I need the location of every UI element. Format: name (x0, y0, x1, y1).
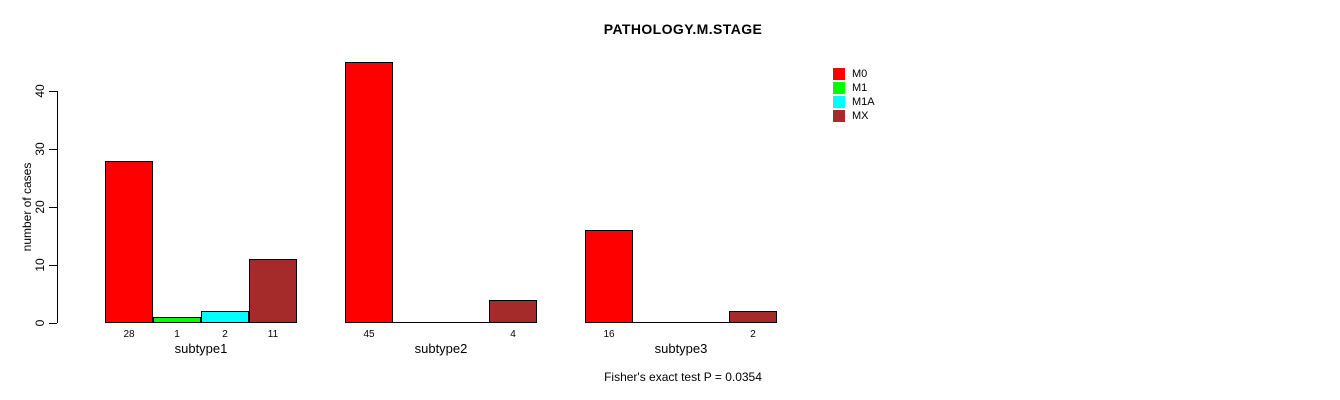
annotation-text: Fisher's exact test P = 0.0354 (604, 370, 762, 384)
bar-value-label: 4 (510, 329, 516, 340)
bar-MX-subtype1 (249, 259, 297, 323)
chart-title: PATHOLOGY.M.STAGE (603, 21, 763, 37)
bar-M0-subtype3 (585, 230, 633, 323)
legend-swatch-icon (833, 82, 845, 94)
y-axis-line (57, 91, 58, 323)
bar-MX-subtype3 (729, 311, 777, 323)
legend-swatch-icon (833, 110, 845, 122)
legend-label: MX (852, 110, 869, 122)
bar-value-label: 45 (363, 329, 375, 340)
zero-bar-M1-subtype3 (633, 322, 681, 323)
y-axis-label: number of cases (20, 162, 34, 252)
bar-value-label: 2 (222, 329, 228, 340)
bar-M0-subtype1 (105, 161, 153, 323)
category-label-subtype3: subtype3 (654, 341, 708, 356)
bar-M0-subtype2 (345, 62, 393, 323)
zero-bar-M1A-subtype2 (441, 322, 489, 323)
bar-value-label: 11 (267, 329, 279, 340)
category-label-subtype2: subtype2 (414, 341, 468, 356)
category-label-subtype1: subtype1 (174, 341, 228, 356)
legend-swatch-icon (833, 68, 845, 80)
y-axis-tick (49, 207, 57, 208)
bar-value-label: 16 (603, 329, 615, 340)
y-axis-tick-label: 0 (33, 319, 47, 327)
y-axis-tick-label: 10 (33, 258, 47, 272)
y-axis-tick (49, 265, 57, 266)
legend-item-M1A: M1A (833, 95, 875, 109)
y-axis-tick (49, 323, 57, 324)
y-axis-tick-label: 20 (33, 200, 47, 214)
y-axis-tick (49, 149, 57, 150)
legend-label: M1 (852, 82, 868, 94)
bar-value-label: 1 (174, 329, 180, 340)
y-axis-tick-label: 40 (33, 84, 47, 98)
bar-value-label: 2 (750, 329, 756, 340)
y-axis-tick (49, 91, 57, 92)
bar-MX-subtype2 (489, 300, 537, 323)
bar-value-label: 28 (123, 329, 135, 340)
zero-bar-M1A-subtype3 (681, 322, 729, 323)
legend-label: M1A (852, 96, 875, 108)
legend-label: M0 (852, 68, 868, 80)
legend: M0 M1 M1A MX (833, 67, 875, 123)
bar-M1-subtype1 (153, 317, 201, 323)
legend-item-MX: MX (833, 109, 875, 123)
legend-swatch-icon (833, 96, 845, 108)
bar-M1A-subtype1 (201, 311, 249, 323)
legend-item-M0: M0 (833, 67, 875, 81)
zero-bar-M1-subtype2 (393, 322, 441, 323)
y-axis-tick-label: 30 (33, 142, 47, 156)
legend-item-M1: M1 (833, 81, 875, 95)
